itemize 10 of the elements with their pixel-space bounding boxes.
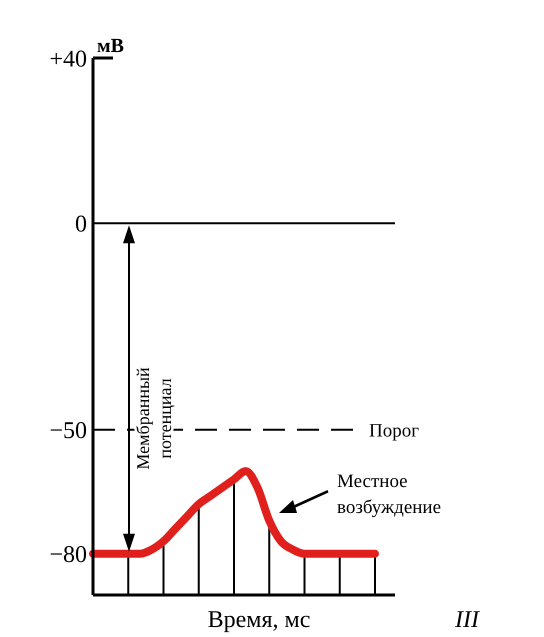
y-tick-label: −50 xyxy=(49,418,87,444)
text: III xyxy=(454,607,480,633)
ref-line-label: Порог xyxy=(369,420,420,442)
x-axis-title: Время, мс xyxy=(208,607,310,633)
y-tick-label: 0 xyxy=(75,212,87,238)
y-tick-label: −80 xyxy=(49,542,87,568)
annotation: Мембранный потенциал xyxy=(133,366,175,470)
annotation: Местное возбуждение xyxy=(337,471,442,518)
y-tick-label: +40 xyxy=(49,46,87,72)
y-axis-title: мВ xyxy=(97,35,124,57)
